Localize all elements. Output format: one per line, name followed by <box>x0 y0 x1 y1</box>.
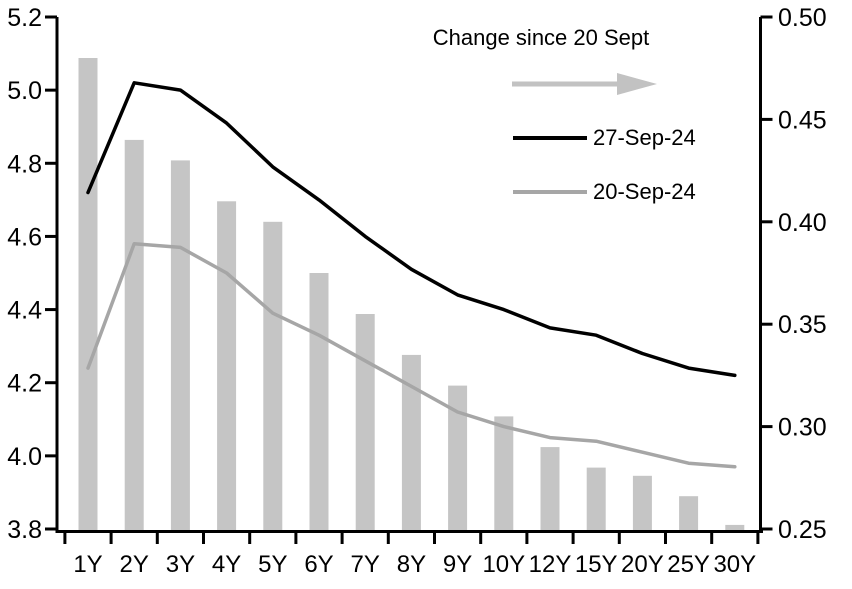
x-axis-label-4y: 4Y <box>212 551 241 578</box>
bar-change-3Y <box>170 160 190 532</box>
left-axis-tick-label: 4.2 <box>7 370 42 398</box>
right-axis-tick-label: 0.25 <box>778 516 827 544</box>
left-axis-tick-label: 5.0 <box>7 77 42 105</box>
right-axis-tick-label: 0.40 <box>778 209 827 237</box>
bar-change-9Y <box>448 385 468 532</box>
bar-change-5Y <box>263 221 283 532</box>
bar-change-4Y <box>217 201 237 532</box>
bar-change-1Y <box>78 58 98 532</box>
x-axis-label-3y: 3Y <box>166 551 195 578</box>
bar-change-20Y <box>632 475 652 532</box>
right-axis-tick-label: 0.45 <box>778 106 827 134</box>
x-axis-label-5y: 5Y <box>258 551 287 578</box>
x-axis-label-8y: 8Y <box>397 551 426 578</box>
x-axis-label-9y: 9Y <box>443 551 472 578</box>
bar-change-15Y <box>586 467 606 532</box>
left-axis-tick-label: 4.6 <box>7 223 42 251</box>
bar-change-30Y <box>725 524 745 532</box>
x-axis-label-20y: 20Y <box>621 551 664 578</box>
left-axis-tick-label: 3.8 <box>7 516 42 544</box>
bar-change-2Y <box>124 139 144 532</box>
x-axis-label-2y: 2Y <box>120 551 149 578</box>
bar-change-7Y <box>355 314 375 532</box>
bar-change-10Y <box>494 416 514 532</box>
series-line-27-sep-24 <box>86 81 737 378</box>
x-axis-label-7y: 7Y <box>351 551 380 578</box>
x-axis-label-6y: 6Y <box>304 551 333 578</box>
bar-change-12Y <box>540 447 560 532</box>
x-axis-label-10y: 10Y <box>482 551 525 578</box>
series-line-20-sep-24 <box>86 241 737 469</box>
left-axis-tick-label: 4.8 <box>7 150 42 178</box>
bar-change-8Y <box>401 354 421 532</box>
right-axis-tick-label: 0.35 <box>778 311 827 339</box>
bar-change-6Y <box>309 273 329 532</box>
x-axis-label-1y: 1Y <box>73 551 102 578</box>
x-axis-label-12y: 12Y <box>529 551 572 578</box>
left-axis-tick-label: 4.4 <box>7 297 42 325</box>
left-axis-tick-label: 4.0 <box>7 443 42 471</box>
left-axis-tick-label: 5.2 <box>7 4 42 32</box>
right-axis-tick-label: 0.30 <box>778 414 827 442</box>
bar-change-25Y <box>679 496 699 532</box>
right-axis-tick-label: 0.50 <box>778 4 827 32</box>
x-axis-label-25y: 25Y <box>667 551 710 578</box>
x-axis-label-15y: 15Y <box>575 551 618 578</box>
x-axis-label-30y: 30Y <box>713 551 756 578</box>
